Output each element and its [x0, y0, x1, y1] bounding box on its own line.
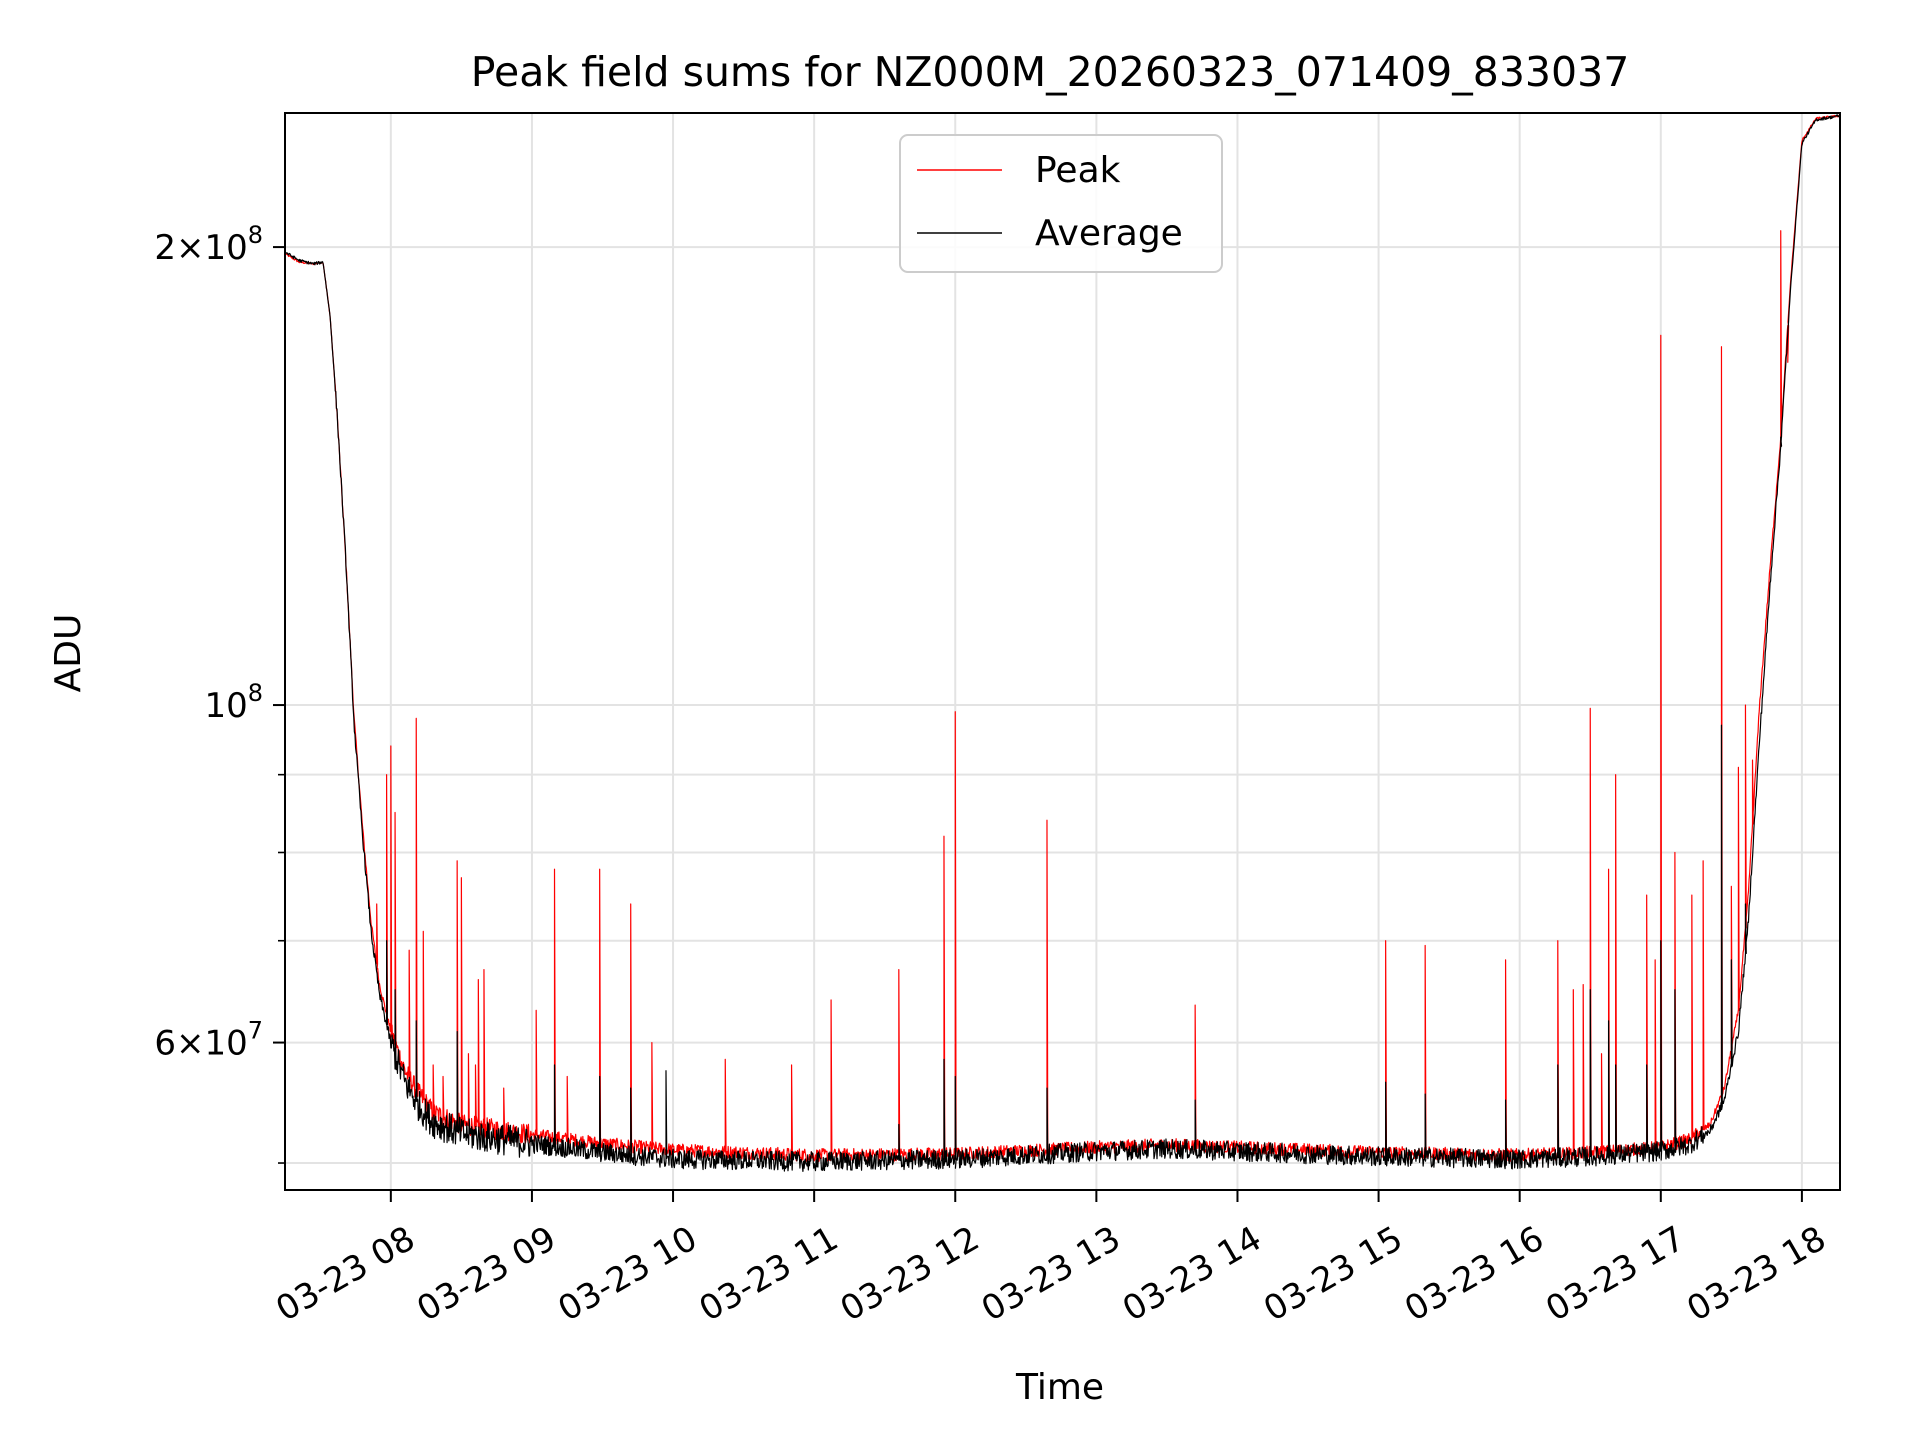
y-tick-mantissa: 2 — [154, 228, 176, 268]
y-tick-exponent: 7 — [248, 1017, 263, 1045]
series-line-average — [285, 114, 1840, 1172]
plot-frame — [284, 112, 1841, 1191]
y-tick-base: 10 — [204, 1024, 247, 1064]
y-tick-base: 10 — [204, 686, 247, 726]
y-axis-label: ADU — [48, 614, 89, 693]
x-axis-label: Time — [1015, 1367, 1104, 1408]
legend-label-peak: Peak — [1035, 150, 1121, 191]
y-tick-mantissa: 6 — [154, 1024, 176, 1064]
legend-label-average: Average — [1035, 213, 1183, 254]
series-layer — [285, 114, 1840, 1172]
chart-title: Peak field sums for NZ000M_20260323_0714… — [471, 48, 1630, 96]
y-tick-base: 10 — [204, 228, 247, 268]
y-tick-times: × — [176, 228, 205, 268]
y-tick-exponent: 8 — [248, 221, 263, 249]
legend: Peak Average — [899, 134, 1223, 273]
y-tick-exponent: 8 — [248, 679, 263, 707]
plot-area — [285, 114, 1840, 1172]
y-tick-label: 108 — [204, 679, 263, 726]
y-tick-label: 6×107 — [154, 1017, 263, 1064]
y-tick-times: × — [176, 1024, 205, 1064]
y-tick-label: 2×108 — [154, 221, 263, 268]
